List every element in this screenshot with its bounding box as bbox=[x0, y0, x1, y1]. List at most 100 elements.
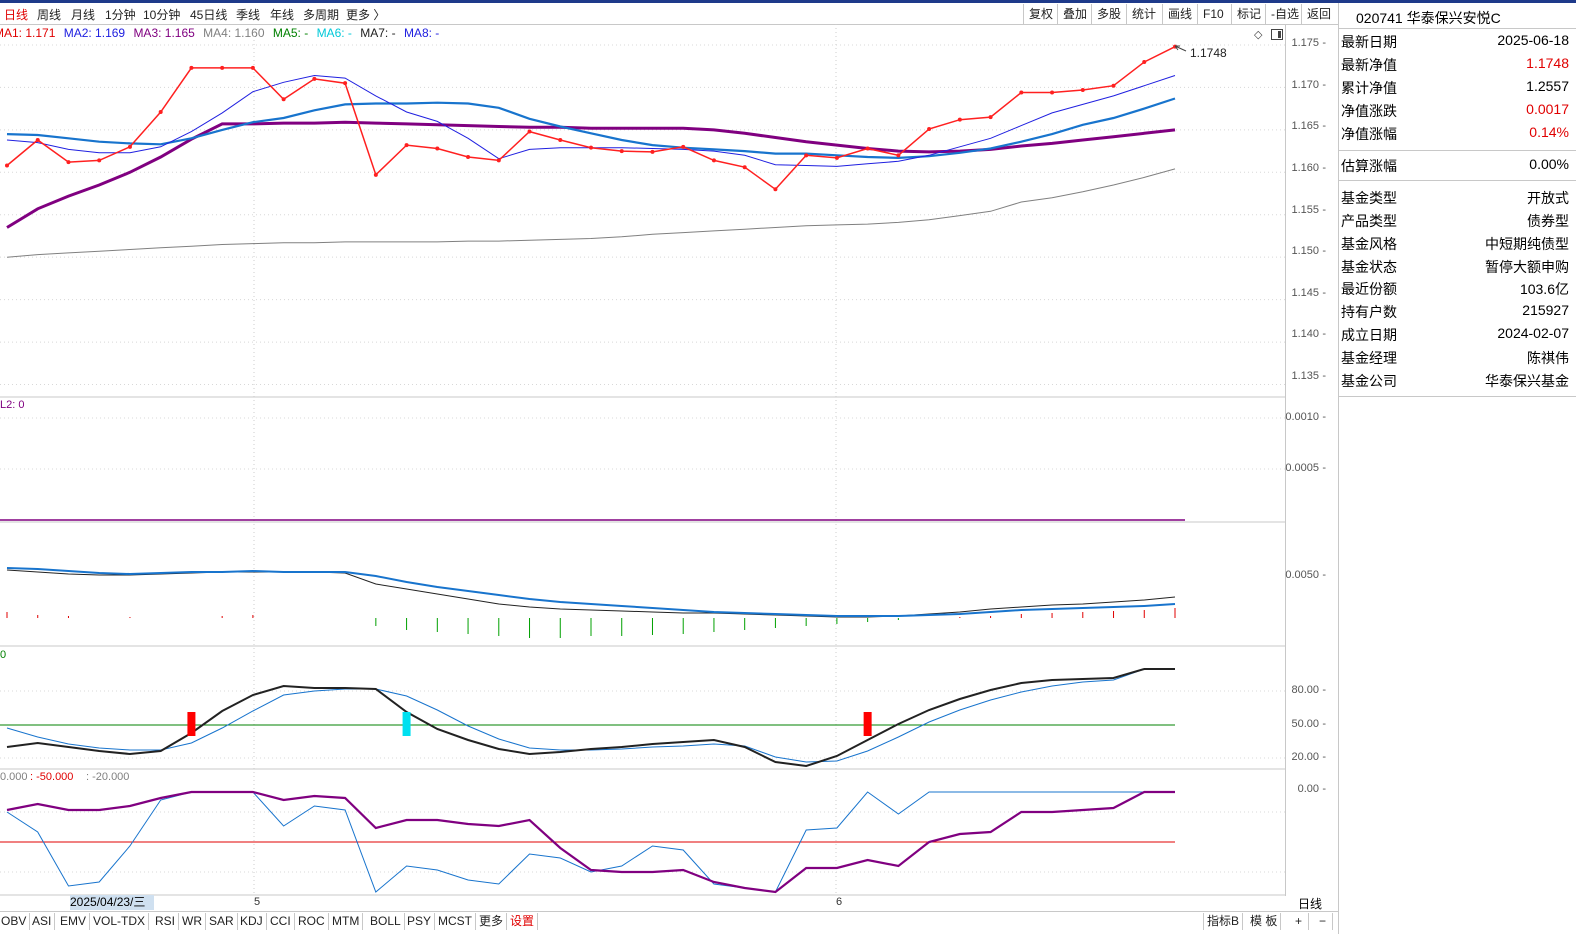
draw-line-button[interactable]: 画线 bbox=[1162, 4, 1197, 24]
axis-tick: 20.00 bbox=[1291, 751, 1325, 763]
f10-button[interactable]: F10 bbox=[1197, 4, 1229, 24]
indicator-mtm-tab[interactable]: MTM bbox=[329, 913, 364, 930]
indicator-wr-tab[interactable]: WR bbox=[179, 913, 206, 930]
indicator-boll-tab[interactable]: BOLL bbox=[367, 913, 405, 930]
wr2-line bbox=[6, 790, 1175, 894]
indicator-asi-tab[interactable]: ASI bbox=[29, 913, 56, 930]
nav-point bbox=[650, 149, 655, 154]
nav-point bbox=[343, 81, 348, 86]
indicator-psy-tab[interactable]: PSY bbox=[404, 913, 436, 930]
statistics-button[interactable]: 统计 bbox=[1126, 4, 1161, 24]
nav-point bbox=[5, 163, 9, 168]
signal-marker bbox=[187, 712, 196, 736]
axis-tick: 1.165 bbox=[1291, 120, 1325, 132]
zoom-out-button[interactable]: − bbox=[1313, 913, 1334, 930]
zoom-in-button[interactable]: + bbox=[1289, 913, 1310, 930]
nav-point bbox=[466, 155, 471, 160]
indicator-emv-tab[interactable]: EMV bbox=[57, 913, 91, 930]
watchlist-button[interactable]: -自选 bbox=[1265, 4, 1304, 24]
period-45day-tab[interactable]: 45日线 bbox=[190, 8, 228, 22]
nav-point bbox=[957, 117, 962, 122]
mark-button[interactable]: 标记 bbox=[1231, 4, 1266, 24]
period-day-tab[interactable]: 日线 bbox=[4, 8, 29, 22]
last-price-label: 1.1748 bbox=[1190, 46, 1227, 60]
indicator-settings-tab[interactable]: 设置 bbox=[507, 913, 539, 930]
fund-info-value: 0.00% bbox=[1529, 156, 1569, 172]
period-day-button[interactable]: 日线 bbox=[1298, 897, 1323, 911]
indicator-rsi-tab[interactable]: RSI bbox=[152, 913, 180, 930]
fund-info-key: 净值涨幅 bbox=[1341, 126, 1397, 142]
fund-info-key: 基金经理 bbox=[1341, 350, 1397, 366]
panel-toggle-icon[interactable] bbox=[1271, 29, 1283, 40]
indicator-b-button[interactable]: 指标B bbox=[1203, 913, 1244, 930]
period-more-tab[interactable]: 更多 〉 bbox=[346, 8, 386, 22]
nav-point bbox=[927, 127, 932, 132]
fund-info-value: 215927 bbox=[1522, 302, 1569, 318]
fund-info-value: 中短期纯债型 bbox=[1485, 236, 1569, 252]
fund-info-row: 最新净值 1.1748 bbox=[1339, 55, 1569, 78]
indicator-roc-tab[interactable]: ROC bbox=[295, 913, 329, 930]
period-week-tab[interactable]: 周线 bbox=[37, 8, 62, 22]
indicator-mcst-tab[interactable]: MCST bbox=[435, 913, 476, 930]
sub4-label-a: 0.000 bbox=[0, 771, 28, 783]
fund-info-key: 最近份额 bbox=[1341, 281, 1397, 297]
nav-point bbox=[404, 143, 409, 148]
legend-ma7: MA7: - bbox=[360, 26, 396, 40]
indicator-sar-tab[interactable]: SAR bbox=[206, 913, 238, 930]
fund-info-key: 成立日期 bbox=[1341, 327, 1397, 343]
fund-info-value: 陈祺伟 bbox=[1527, 350, 1569, 366]
x-month-label: 5 bbox=[254, 896, 261, 908]
fund-info-row: 基金风格 中短期纯债型 bbox=[1339, 234, 1569, 257]
nav-point bbox=[496, 158, 501, 163]
window-top-border bbox=[0, 0, 1576, 3]
fund-info-value: 暂停大额申购 bbox=[1485, 259, 1569, 275]
indicator-cci-tab[interactable]: CCI bbox=[267, 913, 295, 930]
nav-point bbox=[435, 146, 440, 151]
indicator-more-tab[interactable]: 更多 bbox=[476, 913, 508, 930]
fund-info-key: 最新净值 bbox=[1341, 57, 1397, 73]
template-button[interactable]: 模 板 bbox=[1247, 913, 1282, 930]
fund-info-value: 债券型 bbox=[1527, 213, 1569, 229]
price-axis: 1.175 1.170 1.165 1.160 1.155 1.150 1.14… bbox=[1285, 24, 1337, 896]
fund-info-key: 持有户数 bbox=[1341, 304, 1397, 320]
period-10min-tab[interactable]: 10分钟 bbox=[143, 8, 181, 22]
back-button[interactable]: 返回 bbox=[1301, 4, 1336, 24]
fund-info-row: 累计净值 1.2557 bbox=[1339, 78, 1569, 101]
nav-point bbox=[97, 158, 102, 163]
indicator-voltdx-tab[interactable]: VOL-TDX bbox=[90, 913, 150, 930]
fund-info-value: 华泰保兴基金 bbox=[1485, 373, 1569, 389]
period-1min-tab[interactable]: 1分钟 bbox=[105, 8, 136, 22]
signal-marker bbox=[402, 712, 411, 736]
fund-info-panel: 020741 华泰保兴安悦C 最新日期 2025-06-18 最新净值 1.1748 累… bbox=[1338, 3, 1576, 934]
axis-tick: 1.175 bbox=[1291, 37, 1325, 49]
nav-point bbox=[66, 160, 71, 165]
fund-info-row: 持有户数 215927 bbox=[1339, 302, 1569, 325]
fund-info-row: 估算涨幅 0.00% bbox=[1339, 156, 1569, 179]
legend-ma5: MA5: - bbox=[272, 26, 309, 40]
divider bbox=[1339, 150, 1576, 151]
multi-stock-button[interactable]: 多股 bbox=[1091, 4, 1126, 24]
overlay-button[interactable]: 叠加 bbox=[1057, 4, 1092, 24]
indicator-obv-tab[interactable]: OBV bbox=[0, 913, 31, 930]
period-quarter-tab[interactable]: 季线 bbox=[236, 8, 261, 22]
indicator-kdj-tab[interactable]: KDJ bbox=[237, 913, 267, 930]
fund-info-key: 基金风格 bbox=[1341, 236, 1397, 252]
diamond-icon[interactable]: ◇ bbox=[1254, 29, 1263, 41]
restore-rights-button[interactable]: 复权 bbox=[1023, 4, 1058, 24]
fund-info-value: 0.14% bbox=[1529, 124, 1569, 140]
period-year-tab[interactable]: 年线 bbox=[270, 8, 295, 22]
ma-legend: MA1: 1.171 MA2: 1.169 MA3: 1.165 MA4: 1.… bbox=[0, 26, 444, 40]
nav-point bbox=[1050, 90, 1055, 95]
fund-info-row: 基金类型 开放式 bbox=[1339, 188, 1569, 211]
period-multi-tab[interactable]: 多周期 bbox=[303, 8, 340, 22]
period-month-tab[interactable]: 月线 bbox=[71, 8, 96, 22]
legend-ma8: MA8: - bbox=[403, 26, 440, 40]
axis-tick: 1.140 bbox=[1291, 328, 1325, 340]
nav-point bbox=[619, 149, 624, 154]
fund-info-key: 基金类型 bbox=[1341, 190, 1397, 206]
fund-chart[interactable]: 1.1748 bbox=[0, 24, 1285, 896]
nav-line bbox=[6, 46, 1176, 191]
fund-info-row: 基金经理 陈祺伟 bbox=[1339, 348, 1569, 371]
cursor-date-label: 2025/04/23/三 bbox=[70, 895, 154, 910]
dea-line bbox=[6, 567, 1176, 617]
